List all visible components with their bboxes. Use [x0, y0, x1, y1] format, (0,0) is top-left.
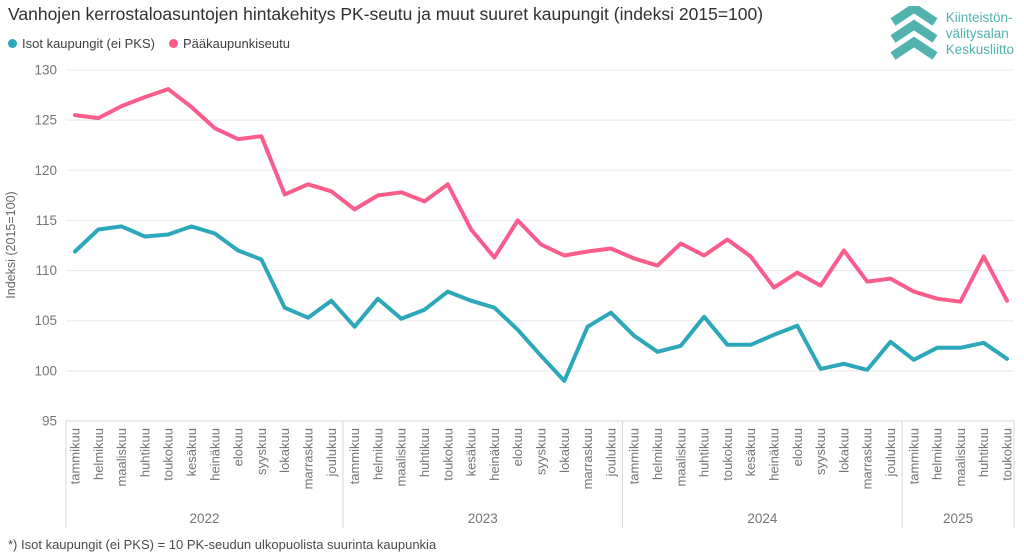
series-line-isot-kaupungit: [73, 224, 1009, 383]
month-label: heinäkuu: [207, 428, 222, 481]
month-label: kesäkuu: [743, 428, 758, 476]
month-label: syyskuu: [534, 428, 549, 475]
month-label: maaliskuu: [953, 428, 968, 487]
month-label: huhtikuu: [976, 428, 991, 477]
month-label: kesäkuu: [464, 428, 479, 476]
logo-line: Kiinteistön-: [945, 10, 1013, 25]
legend-label: Isot kaupungit (ei PKS): [22, 36, 155, 51]
legend: Isot kaupungit (ei PKS) Pääkaupunkiseutu: [8, 36, 290, 51]
month-label: toukokuu: [1000, 428, 1015, 481]
month-label: lokakuu: [836, 428, 851, 473]
month-label: helmikuu: [930, 428, 945, 480]
month-label: huhtikuu: [697, 428, 712, 477]
y-tick-label: 130: [34, 63, 57, 78]
month-label: heinäkuu: [487, 428, 502, 481]
page-title: Vanhojen kerrostaloasuntojen hintakehity…: [8, 4, 764, 24]
month-label: helmikuu: [91, 428, 106, 480]
year-label: 2025: [943, 511, 973, 526]
month-label: joulukuu: [603, 428, 618, 477]
month-label: toukokuu: [161, 428, 176, 481]
month-label: elokuu: [231, 428, 246, 466]
y-axis-title: Indeksi (2015=100): [4, 191, 18, 298]
y-tick-label: 115: [35, 213, 57, 228]
legend-label: Pääkaupunkiseutu: [182, 36, 290, 51]
month-label: marraskuu: [860, 428, 875, 489]
month-label: lokakuu: [557, 428, 572, 473]
legend-dot-pink-icon: [168, 39, 178, 48]
month-label: heinäkuu: [767, 428, 782, 481]
series-line-paakaupunkiseutu: [73, 87, 1009, 304]
month-label: marraskuu: [301, 428, 316, 489]
logo-text: Kiinteistön- välitysalan Keskusliitto: [946, 10, 1014, 58]
month-label: helmikuu: [370, 428, 385, 480]
month-label: elokuu: [790, 428, 805, 466]
year-label: 2024: [747, 511, 778, 526]
month-label: lokakuu: [277, 428, 292, 473]
y-tick-label: 125: [34, 113, 57, 128]
month-label: tammikuu: [906, 428, 921, 484]
month-label: syyskuu: [254, 428, 269, 475]
legend-dot-teal-icon: [8, 39, 17, 48]
month-label: joulukuu: [883, 428, 898, 477]
month-label: toukokuu: [720, 428, 735, 481]
month-label: maaliskuu: [673, 428, 688, 487]
logo: Kiinteistön- välitysalan Keskusliitto: [889, 6, 1014, 62]
month-label: maaliskuu: [114, 428, 129, 487]
month-label: syyskuu: [813, 428, 828, 475]
y-tick-label: 110: [35, 263, 57, 278]
month-label: marraskuu: [580, 428, 595, 489]
y-tick-label: 105: [34, 313, 57, 328]
year-label: 2023: [468, 511, 498, 526]
month-label: joulukuu: [324, 428, 339, 477]
footnote: *) Isot kaupungit (ei PKS) = 10 PK-seudu…: [8, 537, 437, 552]
logo-line: välitysalan: [945, 26, 1009, 41]
y-tick-label: 95: [42, 414, 57, 429]
y-tick-label: 120: [34, 163, 57, 178]
month-label: elokuu: [510, 428, 525, 466]
legend-item-isot-kaupungit[interactable]: Isot kaupungit (ei PKS): [8, 36, 155, 51]
month-label: maaliskuu: [394, 428, 409, 487]
y-tick-label: 100: [34, 363, 57, 378]
month-label: helmikuu: [650, 428, 665, 480]
month-label: huhtikuu: [417, 428, 432, 477]
year-label: 2022: [189, 511, 219, 526]
month-label: kesäkuu: [184, 428, 199, 476]
logo-chevrons-icon: [890, 6, 938, 60]
month-label: tammikuu: [627, 428, 642, 484]
legend-item-paakaupunkiseutu[interactable]: Pääkaupunkiseutu: [168, 36, 290, 51]
month-label: huhtikuu: [137, 428, 152, 477]
month-label: tammikuu: [68, 428, 83, 484]
month-label: tammikuu: [347, 428, 362, 484]
month-label: toukokuu: [440, 428, 455, 481]
logo-line: Keskusliitto: [945, 42, 1014, 57]
